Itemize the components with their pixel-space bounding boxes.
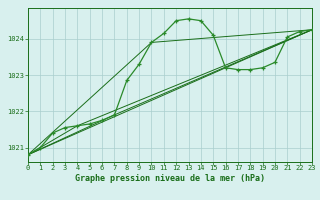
X-axis label: Graphe pression niveau de la mer (hPa): Graphe pression niveau de la mer (hPa) xyxy=(75,174,265,183)
